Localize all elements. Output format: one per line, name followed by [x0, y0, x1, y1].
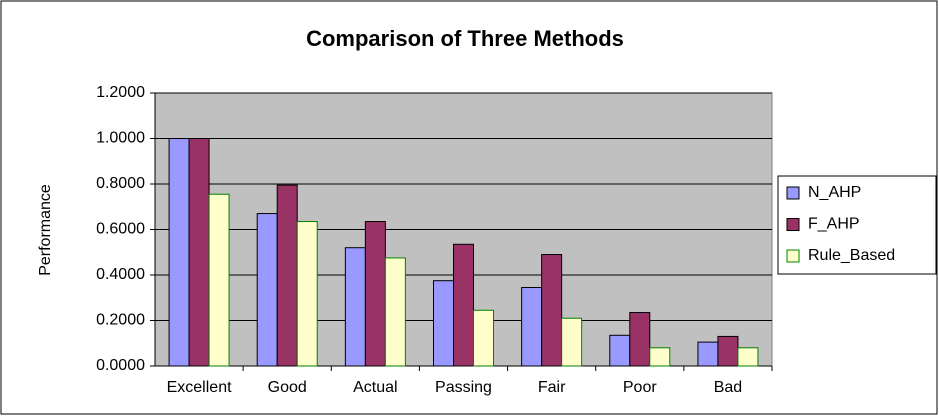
legend-swatch [786, 249, 800, 263]
bar [208, 193, 230, 367]
legend-swatch [786, 218, 800, 231]
bar [453, 243, 474, 367]
legend-label: Rule_Based [808, 247, 895, 264]
y-tick-label: 0.6000 [96, 221, 145, 238]
bar [717, 335, 739, 367]
bar [344, 247, 366, 367]
y-tick-label: 0.4000 [96, 266, 145, 283]
bar [276, 184, 298, 367]
y-tick-label: 1.2000 [96, 84, 145, 101]
x-tick-label: Actual [353, 379, 397, 396]
legend-swatch [786, 186, 800, 200]
y-tick-label: 0.2000 [96, 312, 145, 329]
legend-label: F_AHP [808, 216, 860, 233]
bar [256, 213, 278, 367]
bar [541, 254, 563, 367]
x-tick-label: Fair [538, 379, 566, 396]
bar [384, 257, 406, 367]
x-tick-label: Excellent [167, 379, 232, 396]
bar [561, 317, 583, 367]
bar [521, 287, 543, 367]
bar [629, 312, 651, 367]
chart-title: Comparison of Three Methods [306, 26, 624, 51]
bar [188, 138, 210, 367]
bar [364, 221, 386, 367]
bar [737, 347, 759, 367]
y-tick-label: 0.0000 [96, 357, 145, 374]
bar [649, 347, 671, 367]
x-tick-label: Passing [435, 379, 492, 396]
y-axis-label: Performance [37, 184, 54, 276]
x-tick-label: Bad [714, 379, 742, 396]
bar [697, 341, 719, 367]
bar [296, 221, 318, 367]
bar [433, 280, 454, 367]
y-tick-label: 0.8000 [96, 175, 145, 192]
legend-label: N_AHP [808, 184, 861, 201]
bar [609, 334, 631, 367]
x-tick-label: Poor [623, 379, 657, 396]
bar [473, 309, 494, 367]
legend [777, 175, 937, 275]
y-tick-label: 1.0000 [96, 130, 145, 147]
x-tick-label: Good [268, 379, 307, 396]
bar [168, 138, 190, 367]
